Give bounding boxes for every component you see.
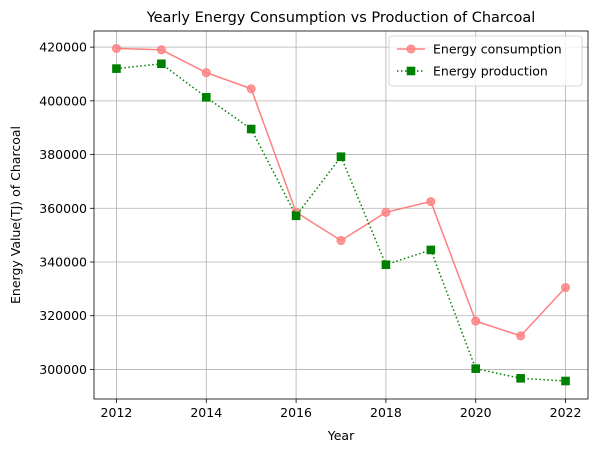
- series-line: [116, 47, 567, 337]
- data-point: [381, 260, 391, 269]
- data-point: [201, 93, 211, 102]
- x-tick-label: 2020: [460, 405, 492, 420]
- y-tick-label: 400000: [39, 93, 87, 108]
- y-tick-label: 360000: [39, 201, 87, 216]
- y-tick-label: 420000: [39, 40, 87, 55]
- data-point: [291, 211, 301, 221]
- y-tick-label: 300000: [39, 362, 87, 377]
- series-layer: [111, 43, 571, 386]
- data-point: [157, 59, 166, 69]
- data-point: [336, 152, 346, 162]
- data-point: [111, 43, 121, 53]
- x-tick-label: 2012: [101, 405, 133, 420]
- legend-box: [388, 35, 583, 87]
- series-energy-consumption: [111, 43, 571, 341]
- y-tick-label: 380000: [39, 147, 87, 162]
- data-point: [426, 245, 436, 255]
- chart-title: Yearly Energy Consumption vs Production …: [146, 10, 536, 26]
- data-point: [112, 64, 121, 73]
- x-tick-label: 2022: [550, 405, 582, 420]
- legend-marker: [406, 44, 416, 54]
- data-point: [246, 124, 256, 134]
- data-point: [561, 376, 570, 386]
- y-tick-label: 320000: [39, 308, 87, 323]
- x-tick-label: 2018: [370, 405, 402, 420]
- data-point: [246, 84, 256, 94]
- legend-marker: [406, 66, 416, 76]
- legend: Energy consumption Energy production: [388, 35, 583, 87]
- data-point: [516, 331, 526, 341]
- series-line: [116, 62, 566, 382]
- series-energy-production: [112, 59, 570, 386]
- data-point: [426, 197, 436, 207]
- x-tick-label: 2014: [190, 405, 222, 420]
- x-axis-label: Year: [327, 428, 355, 443]
- plot-frame: [93, 30, 589, 400]
- y-tick-label: 340000: [39, 255, 87, 270]
- data-point: [516, 374, 525, 383]
- data-point: [156, 45, 166, 55]
- data-point: [471, 316, 481, 326]
- data-point: [561, 283, 571, 293]
- data-point: [381, 207, 391, 217]
- data-point: [336, 236, 346, 246]
- data-point: [201, 68, 211, 78]
- data-point: [471, 364, 481, 373]
- x-tick-label: 2016: [280, 405, 312, 420]
- y-axis-label: Energy Value(TJ) of Charcoal: [8, 126, 23, 304]
- legend-label: Energy consumption: [433, 42, 562, 57]
- legend-label: Energy production: [433, 64, 548, 79]
- axis-ticks: 2012 2014 2016 2018 2020 2022 300000 320000 3400…: [39, 40, 581, 420]
